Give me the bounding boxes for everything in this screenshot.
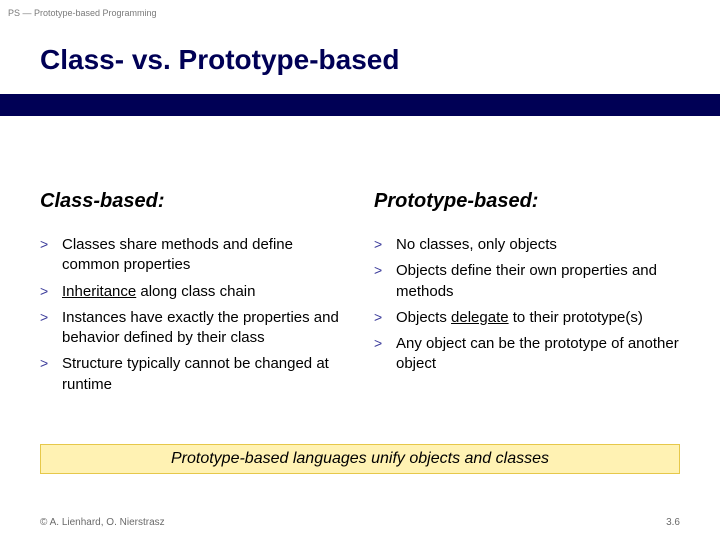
slide-title: Class- vs. Prototype-based	[40, 44, 399, 76]
bullet-marker: >	[374, 235, 396, 254]
column-left: Class-based: > Classes share methods and…	[40, 190, 346, 401]
bullet-marker: >	[40, 235, 62, 254]
bullet-text: No classes, only objects	[396, 235, 680, 255]
highlight-callout: Prototype-based languages unify objects …	[40, 444, 680, 474]
list-item: > No classes, only objects	[374, 235, 680, 255]
list-item: > Objects define their own properties an…	[374, 261, 680, 302]
bullet-text: Instances have exactly the properties an…	[62, 308, 346, 349]
bullet-marker: >	[40, 354, 62, 373]
slide: PS — Prototype-based Programming Class- …	[0, 0, 720, 540]
bullet-text: Objects define their own properties and …	[396, 261, 680, 302]
column-right: Prototype-based: > No classes, only obje…	[374, 190, 680, 401]
bullet-text: Structure typically cannot be changed at…	[62, 354, 346, 395]
highlight-text: Prototype-based languages unify objects …	[171, 450, 549, 468]
bullet-marker: >	[374, 308, 396, 327]
right-heading: Prototype-based:	[374, 190, 680, 213]
bullet-marker: >	[374, 261, 396, 280]
bullet-marker: >	[40, 282, 62, 301]
list-item: > Structure typically cannot be changed …	[40, 354, 346, 395]
list-item: > Classes share methods and define commo…	[40, 235, 346, 276]
left-heading: Class-based:	[40, 190, 346, 213]
bullet-text: Any object can be the prototype of anoth…	[396, 334, 680, 375]
bullet-text: Inheritance along class chain	[62, 282, 346, 302]
bullet-text: Classes share methods and define common …	[62, 235, 346, 276]
bullet-marker: >	[374, 334, 396, 353]
bullet-text: Objects delegate to their prototype(s)	[396, 308, 680, 328]
list-item: > Any object can be the prototype of ano…	[374, 334, 680, 375]
list-item: > Objects delegate to their prototype(s)	[374, 308, 680, 328]
footer-page-number: 3.6	[666, 517, 680, 528]
bullet-marker: >	[40, 308, 62, 327]
title-bar	[0, 94, 720, 116]
columns: Class-based: > Classes share methods and…	[40, 190, 680, 401]
course-label: PS — Prototype-based Programming	[8, 8, 157, 18]
list-item: > Inheritance along class chain	[40, 282, 346, 302]
footer-copyright: © A. Lienhard, O. Nierstrasz	[40, 517, 165, 528]
list-item: > Instances have exactly the properties …	[40, 308, 346, 349]
